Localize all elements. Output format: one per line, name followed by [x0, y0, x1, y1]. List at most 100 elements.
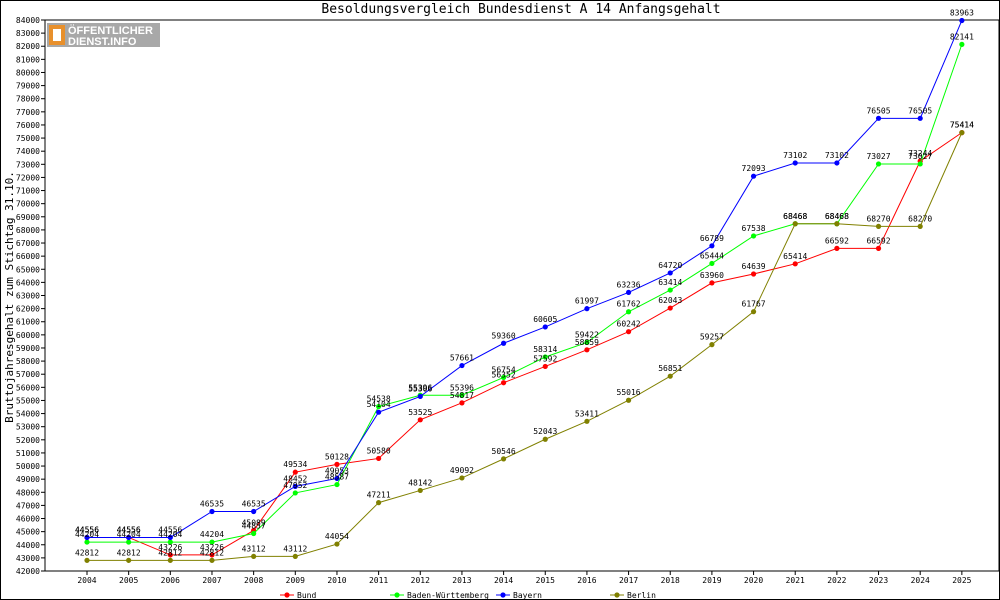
- x-tick-label: 2010: [327, 576, 346, 585]
- data-point-bund: [334, 461, 340, 467]
- x-tick-label: 2006: [161, 576, 180, 585]
- y-tick-label: 57000: [16, 370, 40, 379]
- y-tick-label: 52000: [16, 436, 40, 445]
- y-tick-label: 54000: [16, 410, 40, 419]
- data-label-berlin: 42812: [158, 548, 182, 557]
- x-tick-label: 2009: [286, 576, 305, 585]
- data-label-baden-w-rttemberg: 68468: [783, 212, 807, 221]
- data-label-bund: 57592: [533, 354, 557, 363]
- y-tick-label: 72000: [16, 173, 40, 182]
- data-label-baden-w-rttemberg: 56754: [492, 365, 516, 374]
- data-label-berlin: 52043: [533, 427, 557, 436]
- legend-marker-bayern: [500, 592, 506, 598]
- chart-title: Besoldungsvergleich Bundesdienst A 14 An…: [321, 2, 720, 17]
- data-point-bayern: [709, 243, 715, 249]
- data-label-bayern: 44556: [75, 525, 99, 534]
- data-point-berlin: [126, 557, 132, 563]
- data-point-bayern: [625, 289, 632, 296]
- data-point-bayern: [584, 306, 590, 312]
- data-label-bund: 63960: [700, 271, 724, 280]
- data-point-baden-w-rttemberg: [959, 41, 965, 47]
- data-point-berlin: [917, 223, 923, 229]
- y-tick-label: 76000: [16, 121, 40, 130]
- y-tick-label: 73000: [16, 160, 40, 169]
- data-label-bayern: 72093: [742, 164, 766, 173]
- x-tick-label: 2016: [577, 576, 596, 585]
- x-tick-label: 2018: [661, 576, 680, 585]
- data-point-bund: [834, 245, 840, 251]
- data-point-bund: [584, 347, 590, 353]
- data-label-bayern: 46535: [242, 500, 266, 509]
- data-label-bayern: 66789: [700, 234, 724, 243]
- data-point-bayern: [667, 270, 673, 276]
- data-label-berlin: 68270: [908, 214, 932, 223]
- data-point-berlin: [417, 487, 423, 494]
- y-tick-label: 43000: [16, 554, 40, 563]
- data-label-bund: 64639: [742, 262, 766, 271]
- data-point-bayern: [84, 534, 90, 541]
- data-label-baden-w-rttemberg: 82141: [950, 32, 974, 41]
- data-label-baden-w-rttemberg: 68468: [825, 212, 849, 221]
- y-tick-label: 82000: [16, 42, 40, 51]
- data-point-bund: [625, 329, 632, 335]
- data-point-baden-w-rttemberg: [542, 354, 548, 360]
- data-label-bund: 65414: [783, 252, 807, 261]
- data-point-baden-w-rttemberg: [376, 403, 382, 410]
- data-label-bayern: 60605: [533, 315, 557, 324]
- y-tick-label: 58000: [16, 357, 40, 366]
- x-tick-label: 2014: [494, 576, 513, 585]
- data-label-baden-w-rttemberg: 67538: [742, 224, 766, 233]
- data-label-bund: 44556: [117, 525, 141, 534]
- data-point-berlin: [584, 418, 590, 424]
- data-point-baden-w-rttemberg: [459, 392, 465, 398]
- data-point-bund: [792, 261, 798, 267]
- series-line-bund: [87, 132, 963, 556]
- data-point-baden-w-rttemberg: [709, 260, 715, 267]
- data-point-bayern: [167, 534, 173, 541]
- data-label-baden-w-rttemberg: 73027: [908, 152, 932, 161]
- data-point-bund: [459, 400, 465, 406]
- data-point-baden-w-rttemberg: [251, 530, 257, 537]
- y-tick-label: 78000: [16, 95, 40, 104]
- y-tick-label: 62000: [16, 305, 40, 314]
- data-label-baden-w-rttemberg: 63414: [658, 278, 682, 287]
- y-axis-title: Bruttojahresgehalt zum Stichtag 31.10.: [3, 171, 16, 423]
- legend-marker-berlin: [614, 592, 620, 598]
- data-label-bayern: 55306: [408, 384, 432, 393]
- y-tick-label: 45000: [16, 528, 40, 537]
- x-tick-label: 2021: [786, 576, 805, 585]
- data-point-berlin: [542, 436, 548, 442]
- data-point-bayern: [875, 115, 882, 121]
- y-tick-label: 53000: [16, 423, 40, 432]
- data-label-bund: 54817: [450, 391, 474, 400]
- data-point-bayern: [126, 534, 132, 541]
- data-point-berlin: [292, 553, 298, 560]
- legend-label-baden-w-rttemberg: Baden-Württemberg: [407, 591, 489, 600]
- series-line-bayern: [87, 20, 963, 538]
- data-point-bund: [709, 280, 715, 286]
- data-point-bayern: [750, 173, 757, 179]
- data-label-baden-w-rttemberg: 58314: [533, 345, 557, 354]
- data-point-berlin: [251, 553, 257, 560]
- x-tick-label: 2019: [702, 576, 721, 585]
- data-label-berlin: 68270: [866, 214, 890, 223]
- y-tick-label: 71000: [16, 187, 40, 196]
- x-axis: 2004 2005 2006 2007 2008 2009 2010 2011 2012 2013…: [77, 571, 972, 585]
- data-label-berlin: 59257: [700, 333, 724, 342]
- data-point-bayern: [542, 324, 548, 330]
- data-point-baden-w-rttemberg: [84, 539, 90, 545]
- y-tick-label: 69000: [16, 213, 40, 222]
- data-label-berlin: 55016: [617, 388, 641, 397]
- x-tick-label: 2024: [911, 576, 930, 585]
- data-point-berlin: [167, 557, 173, 563]
- data-point-berlin: [834, 221, 840, 227]
- data-label-baden-w-rttemberg: 55396: [450, 383, 474, 392]
- data-label-bund: 73244: [908, 149, 932, 158]
- data-point-bayern: [917, 115, 923, 121]
- data-point-baden-w-rttemberg: [750, 233, 757, 239]
- data-point-bayern: [834, 160, 840, 166]
- data-point-bayern: [792, 160, 798, 166]
- series-line-berlin: [87, 132, 963, 561]
- logo-line2: DIENST.INFO: [68, 36, 137, 48]
